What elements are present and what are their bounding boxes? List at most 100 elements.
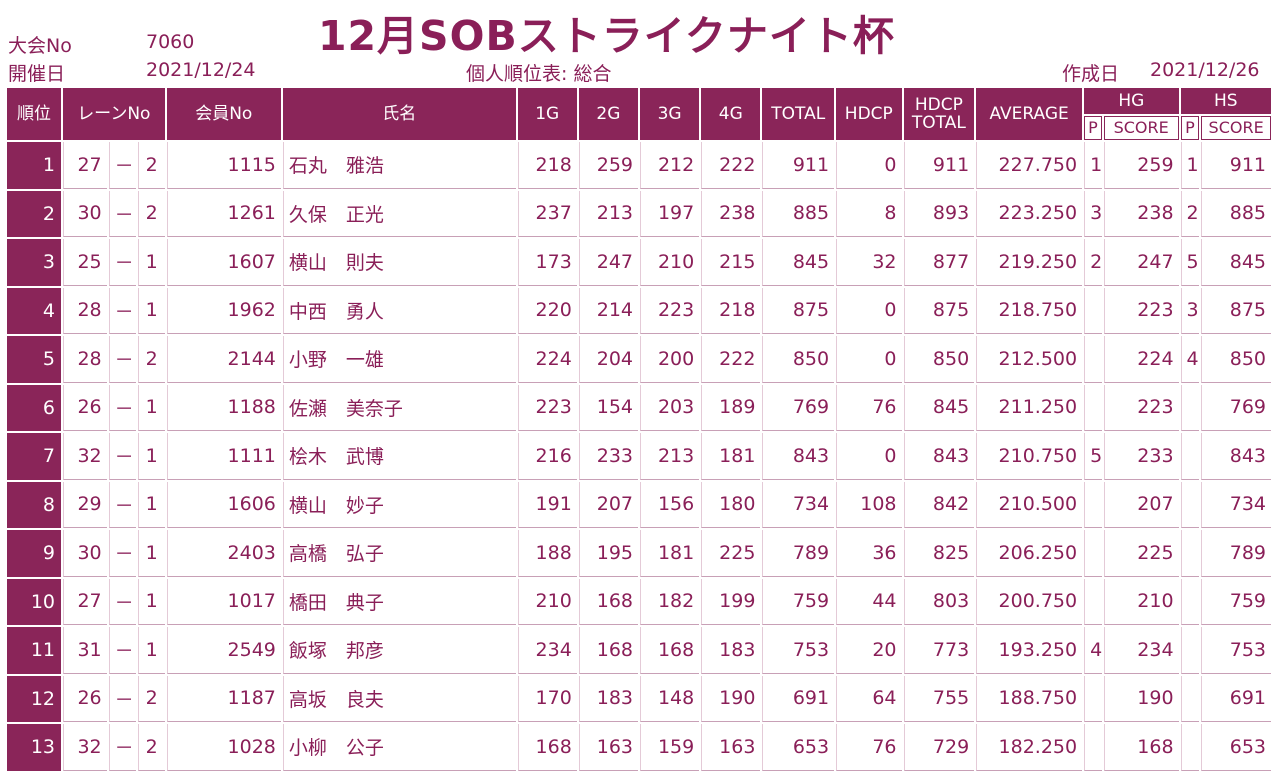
game1-cell: 223 xyxy=(517,384,577,431)
lane-cell: 32 xyxy=(63,433,107,480)
hs-place-cell xyxy=(1180,724,1200,771)
col-hs-p-header: P xyxy=(1180,116,1200,140)
average-cell: 210.500 xyxy=(976,481,1083,528)
lane-cell: 28 xyxy=(63,336,107,383)
rank-cell: 13 xyxy=(7,724,62,771)
player-name-cell: 佐瀬 美奈子 xyxy=(282,384,516,431)
table-row: 13 32 － 2 1028 小柳 公子 168 163 159 163 653 76 729 182.2… xyxy=(7,724,1271,771)
hdcp-total-cell: 842 xyxy=(903,481,975,528)
hg-score-cell: 223 xyxy=(1103,384,1179,431)
rank-cell: 9 xyxy=(7,530,62,577)
hg-score-cell: 259 xyxy=(1103,142,1179,189)
hg-place-cell xyxy=(1084,481,1102,528)
lane-box-cell: 1 xyxy=(137,384,165,431)
game3-cell: 210 xyxy=(640,239,700,286)
col-g4-header: 4G xyxy=(701,88,761,140)
game2-cell: 163 xyxy=(578,724,638,771)
total-cell: 769 xyxy=(762,384,835,431)
event-date: 2021/12/24 xyxy=(146,59,256,81)
hg-place-cell xyxy=(1084,384,1102,431)
lane-dash: － xyxy=(108,384,136,431)
total-cell: 789 xyxy=(762,530,835,577)
player-name-cell: 横山 則夫 xyxy=(282,239,516,286)
member-no-cell: 1115 xyxy=(166,142,281,189)
col-g3-header: 3G xyxy=(640,88,700,140)
table-row: 9 30 － 1 2403 高橋 弘子 188 195 181 225 789 36 825 206.25… xyxy=(7,530,1271,577)
rank-cell: 6 xyxy=(7,384,62,431)
player-name-cell: 中西 勇人 xyxy=(282,287,516,334)
player-name-cell: 小柳 公子 xyxy=(282,724,516,771)
hs-score-cell: 875 xyxy=(1201,287,1271,334)
hs-score-cell: 843 xyxy=(1201,433,1271,480)
average-cell: 206.250 xyxy=(976,530,1083,577)
hdcp-total-cell: 893 xyxy=(903,190,975,237)
hg-place-cell: 2 xyxy=(1084,239,1102,286)
member-no-cell: 1017 xyxy=(166,578,281,625)
lane-dash: － xyxy=(108,578,136,625)
lane-cell: 30 xyxy=(63,190,107,237)
lane-dash: － xyxy=(108,433,136,480)
member-no-cell: 1261 xyxy=(166,190,281,237)
lane-box-cell: 1 xyxy=(137,578,165,625)
rank-cell: 1 xyxy=(7,142,62,189)
player-name-cell: 横山 妙子 xyxy=(282,481,516,528)
col-hg-p-header: P xyxy=(1084,116,1102,140)
lane-box-cell: 2 xyxy=(137,724,165,771)
game2-cell: 247 xyxy=(578,239,638,286)
game1-cell: 170 xyxy=(517,675,577,722)
lane-dash: － xyxy=(108,481,136,528)
average-cell: 219.250 xyxy=(976,239,1083,286)
hs-score-cell: 845 xyxy=(1201,239,1271,286)
lane-box-cell: 1 xyxy=(137,287,165,334)
report-title: 個人順位表: 総合 xyxy=(466,63,612,85)
hg-place-cell: 1 xyxy=(1084,142,1102,189)
col-g1-header: 1G xyxy=(517,88,577,140)
average-cell: 182.250 xyxy=(976,724,1083,771)
lane-box-cell: 2 xyxy=(137,142,165,189)
hg-place-cell: 4 xyxy=(1084,627,1102,674)
hg-place-cell: 5 xyxy=(1084,433,1102,480)
game4-cell: 163 xyxy=(701,724,761,771)
hdcp-cell: 0 xyxy=(836,433,902,480)
col-hdcp-total-header: HDCP TOTAL xyxy=(903,88,975,140)
hs-score-cell: 753 xyxy=(1201,627,1271,674)
hdcp-total-cell: 773 xyxy=(903,627,975,674)
table-row: 7 32 － 1 1111 桧木 武博 216 233 213 181 843 0 843 210.750… xyxy=(7,433,1271,480)
hdcp-total-cell: 877 xyxy=(903,239,975,286)
game4-cell: 225 xyxy=(701,530,761,577)
average-cell: 193.250 xyxy=(976,627,1083,674)
col-hs-header: HS xyxy=(1180,88,1271,114)
game1-cell: 188 xyxy=(517,530,577,577)
hdcp-cell: 0 xyxy=(836,287,902,334)
created-label: 作成日 xyxy=(1062,63,1120,85)
hs-place-cell: 4 xyxy=(1180,336,1200,383)
tournament-no-label: 大会No xyxy=(8,35,72,57)
hdcp-cell: 76 xyxy=(836,384,902,431)
lane-box-cell: 1 xyxy=(137,239,165,286)
game3-cell: 148 xyxy=(640,675,700,722)
game4-cell: 183 xyxy=(701,627,761,674)
lane-box-cell: 1 xyxy=(137,530,165,577)
col-lane-header: レーンNo xyxy=(63,88,165,140)
rank-cell: 10 xyxy=(7,578,62,625)
lane-cell: 26 xyxy=(63,384,107,431)
member-no-cell: 1187 xyxy=(166,675,281,722)
member-no-cell: 1606 xyxy=(166,481,281,528)
hg-score-cell: 238 xyxy=(1103,190,1179,237)
player-name-cell: 小野 一雄 xyxy=(282,336,516,383)
col-name-header: 氏名 xyxy=(282,88,516,140)
table-row: 8 29 － 1 1606 横山 妙子 191 207 156 180 734 108 842 210.5… xyxy=(7,481,1271,528)
table-row: 10 27 － 1 1017 橋田 典子 210 168 182 199 759 44 803 200.7… xyxy=(7,578,1271,625)
game1-cell: 210 xyxy=(517,578,577,625)
hdcp-total-cell: 755 xyxy=(903,675,975,722)
total-cell: 843 xyxy=(762,433,835,480)
member-no-cell: 2403 xyxy=(166,530,281,577)
player-name-cell: 高橋 弘子 xyxy=(282,530,516,577)
game2-cell: 154 xyxy=(578,384,638,431)
hg-score-cell: 225 xyxy=(1103,530,1179,577)
lane-dash: － xyxy=(108,190,136,237)
hg-score-cell: 223 xyxy=(1103,287,1179,334)
total-cell: 875 xyxy=(762,287,835,334)
lane-cell: 27 xyxy=(63,578,107,625)
hs-place-cell xyxy=(1180,627,1200,674)
